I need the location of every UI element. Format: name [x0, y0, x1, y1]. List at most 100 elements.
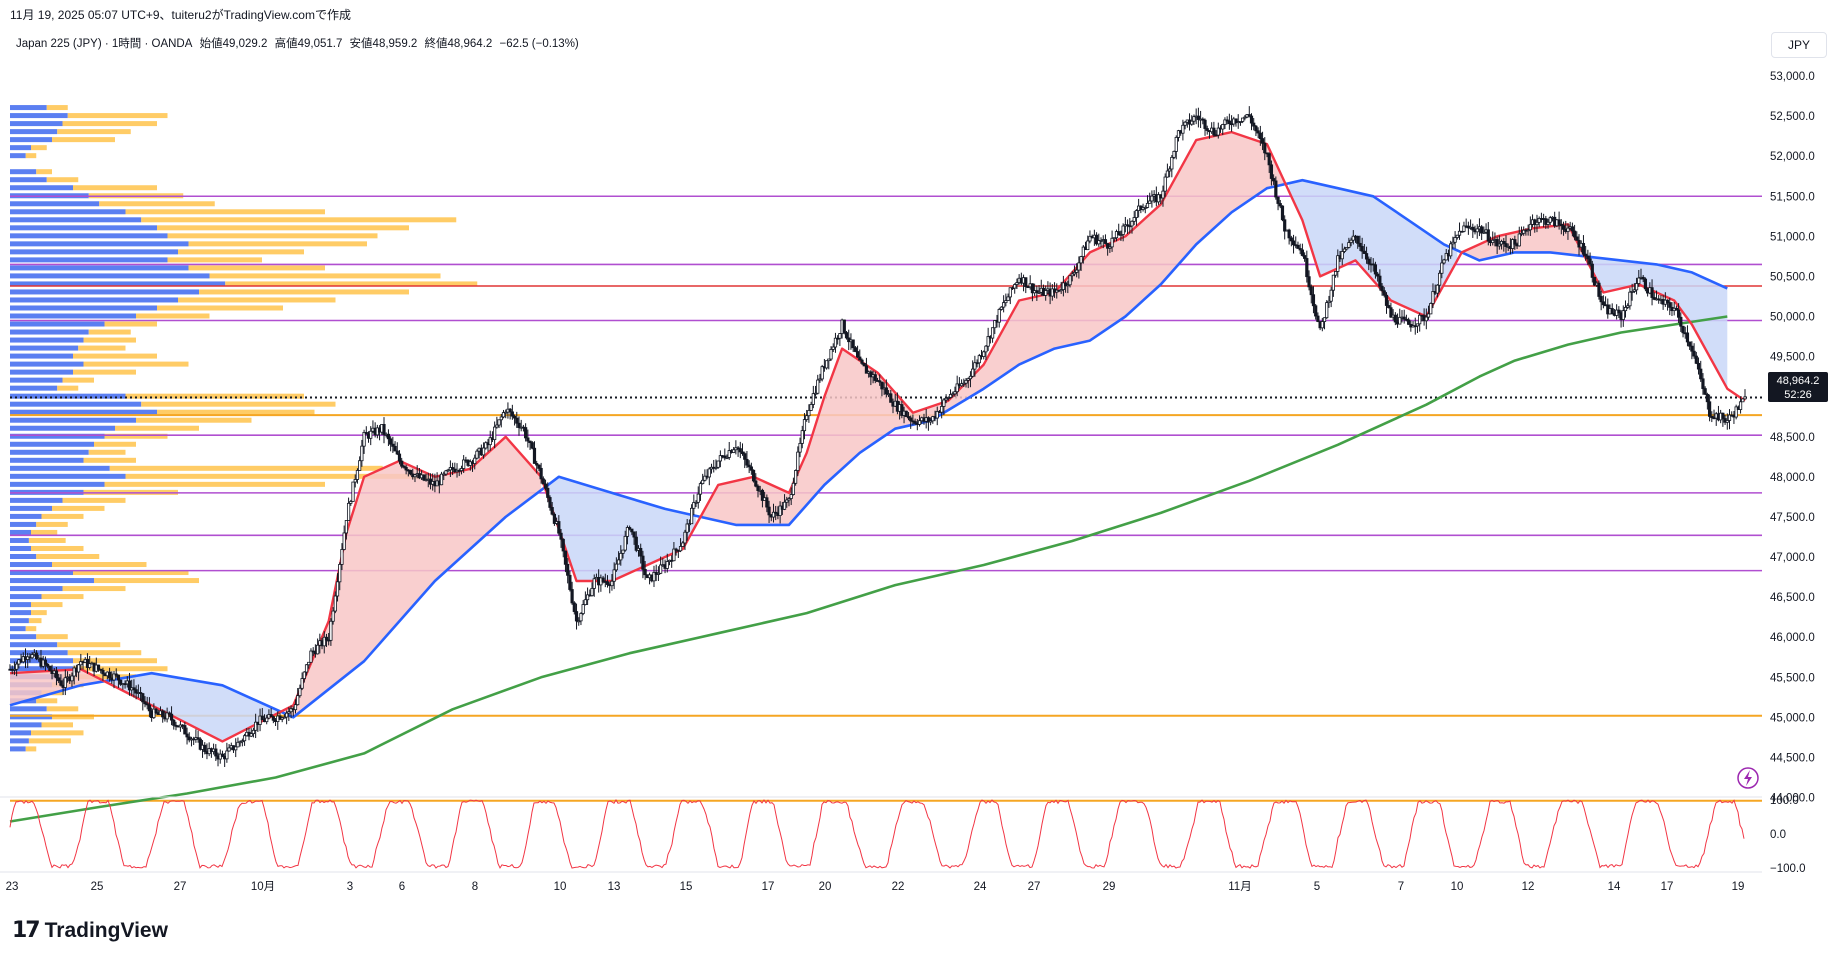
candle-down	[1263, 142, 1267, 154]
vp-bar-down	[73, 658, 157, 664]
candle-up	[285, 712, 289, 718]
candle-up	[827, 358, 831, 362]
candle-up	[794, 470, 798, 484]
candle-down	[1035, 290, 1039, 293]
candle-down	[101, 669, 105, 675]
candle-up	[1462, 225, 1466, 232]
candle-up	[718, 455, 722, 462]
candle-up	[298, 687, 302, 697]
time-axis[interactable]: 23 25 27 10月 3 6 8 10 13 15 17 20 22 24 27 29 11月 5 7 10 12 1…	[0, 871, 1762, 893]
candle-down	[364, 432, 368, 435]
candle-up	[625, 527, 630, 537]
candle-up	[293, 704, 298, 711]
legend-change: −62.5 (−0.13%)	[499, 38, 579, 50]
time-axis-tick: 17	[1661, 881, 1674, 893]
vp-bar-down	[67, 650, 142, 656]
osc-axis-tick: 0.0	[1770, 829, 1786, 841]
candle-up	[1320, 321, 1324, 329]
candle-up	[1623, 307, 1628, 312]
time-axis-tick: 6	[399, 881, 405, 893]
candle-up	[302, 671, 306, 679]
candle-down	[512, 415, 517, 419]
candle-up	[1453, 237, 1457, 243]
candle-down	[1570, 226, 1574, 232]
candle-down	[1205, 128, 1209, 131]
candle-down	[1276, 196, 1280, 204]
vp-bar-down	[104, 321, 157, 327]
candle-up	[1329, 289, 1333, 302]
candle-up	[656, 572, 661, 575]
candle-up	[344, 520, 348, 534]
vp-bar-down	[25, 746, 37, 752]
price-axis-tick: 49,500.0	[1770, 352, 1815, 364]
candle-down	[107, 671, 112, 679]
candle-down	[745, 458, 749, 466]
candle-up	[249, 733, 253, 737]
candle-up	[1223, 119, 1227, 125]
candle-down	[1502, 241, 1506, 244]
candle-up	[1331, 274, 1335, 291]
candle-down	[1380, 285, 1384, 292]
vp-bar-up	[10, 321, 105, 327]
candle-down	[185, 733, 189, 738]
candle-up	[1349, 239, 1353, 243]
currency-selector[interactable]: JPY	[1771, 32, 1827, 58]
price-axis-tick: 52,000.0	[1770, 151, 1815, 163]
price-axis-tick: 51,000.0	[1770, 231, 1815, 243]
vp-bar-up	[10, 377, 63, 383]
candle-up	[683, 531, 687, 544]
candle-down	[132, 687, 136, 691]
candle-down	[1283, 219, 1287, 232]
candle-up	[990, 327, 995, 339]
vp-bar-down	[52, 137, 115, 143]
candle-down	[119, 679, 123, 685]
candle-down	[1258, 132, 1262, 139]
candle-down	[559, 532, 563, 540]
time-axis-tick: 23	[6, 881, 19, 893]
vp-bar-down	[41, 513, 84, 519]
candle-down	[747, 464, 751, 468]
price-axis[interactable]: 44,000.0 44,500.0 45,000.0 45,500.0 46,000.0…	[1770, 71, 1815, 805]
candle-up	[1519, 232, 1524, 235]
candle-up	[652, 572, 656, 582]
candle-down	[1692, 350, 1696, 357]
candle-down	[548, 497, 552, 508]
candle-down	[860, 359, 864, 364]
candle-up	[504, 411, 508, 414]
price-axis-tick: 44,500.0	[1770, 752, 1815, 764]
candle-up	[829, 348, 833, 360]
candle-up	[342, 532, 346, 550]
candle-down	[864, 365, 869, 374]
candle-down	[1705, 393, 1709, 403]
candle-down	[1030, 283, 1035, 294]
vp-bar-down	[104, 433, 168, 439]
vp-bar-up	[10, 722, 42, 728]
candle-down	[1272, 178, 1276, 182]
vp-bar-up	[10, 177, 47, 183]
lightning-icon[interactable]	[1737, 767, 1759, 789]
candle-up	[973, 362, 977, 370]
time-axis-tick: 7	[1398, 881, 1404, 893]
time-axis-tick: 17	[762, 881, 775, 893]
vp-bar-up	[10, 562, 52, 568]
cloud-segment-bull	[700, 132, 1285, 525]
candle-up	[1455, 234, 1459, 238]
tradingview-logo-icon: 17	[12, 918, 41, 943]
tradingview-logo[interactable]: 17 TradingView	[12, 918, 168, 943]
candle-up	[579, 613, 583, 622]
candle-down	[34, 652, 39, 660]
vp-bar-up	[10, 409, 157, 415]
symbol-legend[interactable]: Japan 225 (JPY) · 1時間 · OANDA 始値49,029.2…	[16, 35, 583, 51]
candle-down	[1358, 242, 1362, 247]
candle-up	[1168, 168, 1172, 172]
vp-bar-down	[62, 377, 94, 383]
candle-up	[1628, 291, 1632, 307]
candle-down	[880, 381, 884, 390]
candle-up	[1637, 277, 1641, 284]
vp-bar-down	[94, 578, 199, 584]
vp-bar-down	[46, 706, 79, 712]
last-price-box	[1768, 372, 1828, 402]
vp-bar-up	[10, 113, 68, 119]
candle-up	[349, 501, 353, 504]
